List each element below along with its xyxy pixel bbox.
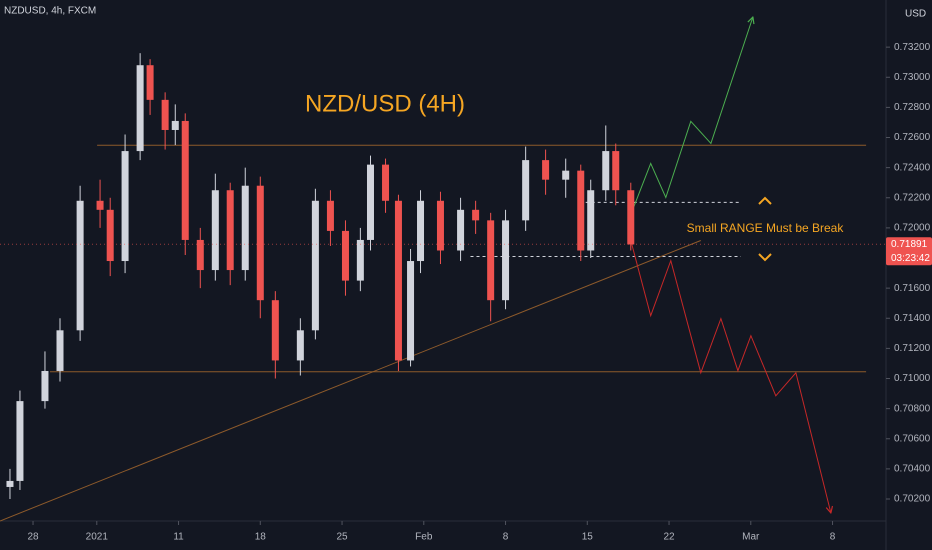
candle-body (457, 209, 465, 251)
candle-body (96, 200, 104, 210)
x-tick-label: Feb (415, 532, 433, 543)
x-tick-label: 18 (255, 532, 267, 543)
candle-body (417, 200, 425, 262)
candle-body (612, 151, 620, 191)
candle-body (341, 230, 349, 281)
candle-body (487, 220, 495, 301)
currency-label: USD (905, 9, 926, 20)
candle-body (296, 330, 304, 361)
y-tick-label: 0.72600 (894, 132, 931, 143)
candle-body (241, 185, 249, 271)
bull-path (630, 17, 753, 215)
candle-body (602, 151, 610, 191)
candle-body (196, 239, 204, 271)
bear-path (630, 240, 831, 514)
y-tick-label: 0.71600 (894, 283, 931, 294)
annotation: Small RANGE Must be Break (687, 221, 845, 235)
candle-body (56, 330, 64, 371)
candle-body (311, 200, 319, 331)
candle-body (326, 200, 334, 231)
candle-body (587, 190, 595, 251)
y-tick-label: 0.71000 (894, 373, 931, 384)
candle-body (271, 300, 279, 361)
candle-body (121, 151, 129, 262)
candle-body (407, 261, 415, 361)
candle-body (627, 190, 635, 245)
candle-body (562, 170, 570, 180)
y-tick-label: 0.73000 (894, 72, 931, 83)
chart-title: NZD/USD (4H) (305, 90, 465, 117)
candle-body (41, 370, 49, 402)
candle-body (146, 65, 154, 100)
candle-body (394, 200, 402, 361)
candle-body (181, 120, 189, 240)
candle-body (106, 209, 114, 262)
y-tick-label: 0.70600 (894, 433, 931, 444)
candle-body (366, 164, 374, 240)
candle-body (211, 190, 219, 271)
countdown-label: 03:23:42 (891, 253, 930, 264)
y-tick-label: 0.72200 (894, 192, 931, 203)
x-tick-label: 28 (27, 532, 39, 543)
down-chevron (758, 253, 772, 262)
candle-body (502, 220, 510, 301)
candle-body (542, 160, 550, 180)
y-tick-label: 0.71400 (894, 313, 931, 324)
x-tick-label: 8 (830, 532, 836, 543)
x-tick-label: 22 (663, 532, 675, 543)
candle-body (472, 209, 480, 221)
y-tick-label: 0.73200 (894, 42, 931, 53)
y-tick-label: 0.72400 (894, 162, 931, 173)
last-price-label: 0.71891 (891, 239, 928, 250)
y-tick-label: 0.70800 (894, 403, 931, 414)
candle-body (16, 401, 24, 481)
candle-body (522, 160, 530, 221)
y-tick-label: 0.72000 (894, 223, 931, 234)
candle-body (356, 239, 364, 281)
y-tick-label: 0.70400 (894, 464, 931, 475)
symbol-header: NZDUSD, 4h, FXCM (4, 6, 96, 17)
candle-body (256, 185, 264, 301)
last-price-box (886, 237, 932, 266)
x-tick-label: 11 (173, 532, 184, 543)
candle-body (436, 200, 444, 251)
up-chevron (758, 196, 772, 205)
candle-body (76, 200, 84, 331)
x-tick-label: Mar (742, 532, 760, 543)
plot-area (0, 17, 886, 522)
x-tick-label: 8 (503, 532, 509, 543)
x-tick-label: 2021 (86, 532, 109, 543)
y-tick-label: 0.70200 (894, 494, 931, 505)
trendline (0, 240, 701, 522)
x-tick-label: 15 (582, 532, 594, 543)
candle-body (171, 120, 179, 130)
candle-body (136, 65, 144, 152)
candle-body (577, 170, 585, 251)
y-tick-label: 0.71200 (894, 343, 931, 354)
candle-body (382, 164, 390, 201)
x-tick-label: 25 (336, 532, 348, 543)
candle-body (161, 99, 169, 130)
candle-body (6, 480, 14, 487)
y-tick-label: 0.72800 (894, 102, 931, 113)
candle-body (226, 190, 234, 271)
